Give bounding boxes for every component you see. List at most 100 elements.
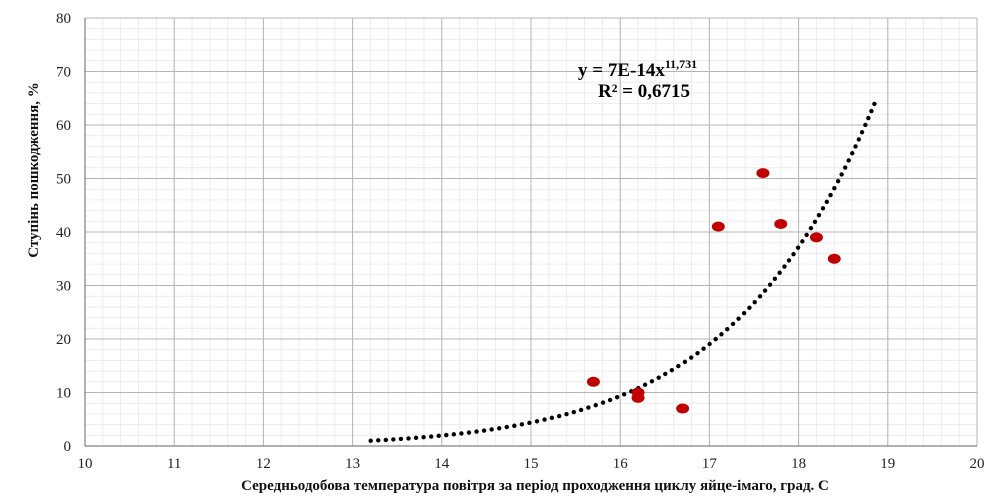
data-point <box>809 232 823 243</box>
trendline-dot <box>542 417 547 422</box>
y-tick-label: 50 <box>56 172 71 188</box>
x-tick-label: 13 <box>345 456 360 472</box>
trendline-dot <box>791 251 796 257</box>
trendline-dot <box>824 199 829 204</box>
trendline-dot <box>398 436 404 442</box>
trendline-dot <box>614 395 620 400</box>
trendline-dot <box>368 438 373 443</box>
trendline-dot <box>556 413 562 419</box>
trendline-dot <box>669 367 675 373</box>
trendline-dot <box>607 397 613 403</box>
x-tick-label: 15 <box>524 456 539 472</box>
trendline-dot <box>391 437 396 442</box>
trendline-dot <box>549 415 555 421</box>
trendline-dot <box>863 122 868 128</box>
trendline-dot <box>741 310 747 316</box>
trendline-dot <box>466 430 472 435</box>
trendline-dot <box>795 245 801 250</box>
trendline-dot <box>421 435 426 440</box>
trendline-dot <box>856 137 861 142</box>
y-tick-label: 30 <box>56 279 71 295</box>
trendline-dot <box>474 429 479 434</box>
data-point <box>586 376 600 387</box>
trendline-dot <box>497 426 502 431</box>
x-tick-labels: 10 11 12 13 14 15 16 17 18 19 20 <box>78 456 985 472</box>
trendline-dot <box>459 431 464 436</box>
data-point <box>756 168 770 179</box>
trendline-dot <box>786 258 792 263</box>
trendline-dot <box>642 382 648 387</box>
trendline-dot <box>578 407 584 413</box>
y-tick-label: 60 <box>56 118 71 134</box>
x-axis-title: Середньодобова температура повітря за пе… <box>241 478 829 494</box>
trendline-dot <box>707 341 712 347</box>
trendline-dot <box>846 158 851 163</box>
trendline-dot <box>428 434 434 439</box>
y-tick-label: 40 <box>56 225 71 241</box>
trendline-dot <box>777 270 782 275</box>
trendline-dot <box>816 212 822 218</box>
trendline-dot <box>413 435 419 441</box>
data-point <box>676 403 690 414</box>
x-tick-label: 14 <box>434 456 450 472</box>
trendline-dot <box>701 346 706 351</box>
data-point <box>631 387 645 398</box>
trendline <box>368 101 877 443</box>
trendline-dot <box>859 130 865 135</box>
trendline-dot <box>504 424 509 430</box>
trendline-dot <box>649 379 655 384</box>
trendline-equation: y = 7E-14x11,731 <box>578 57 697 81</box>
trendline-dot <box>800 239 805 244</box>
trendline-dot <box>406 436 411 441</box>
trendline-dot <box>663 371 668 377</box>
trendline-dot <box>444 432 449 438</box>
trendline-dot <box>519 422 525 427</box>
trendline-dot <box>832 186 837 191</box>
x-tick-label: 11 <box>167 456 181 472</box>
y-tick-label: 10 <box>56 386 71 402</box>
trendline-dot <box>713 336 718 342</box>
trendline-dot <box>383 437 389 443</box>
trendline-dot <box>725 326 730 332</box>
trendline-dot <box>682 359 688 365</box>
trendline-dot <box>782 264 787 269</box>
trendline-dot <box>762 288 768 293</box>
x-tick-label: 17 <box>702 456 718 472</box>
trendline-dot <box>812 219 818 224</box>
trendline-dot <box>767 282 773 287</box>
trendline-dot <box>527 420 532 426</box>
trendline-dot <box>512 423 517 428</box>
trendline-dot <box>730 321 736 327</box>
y-tick-label: 80 <box>56 11 71 27</box>
trendline-dot <box>481 428 487 433</box>
r-squared-label: R² = 0,6715 <box>598 81 690 102</box>
y-axis-title: Ступінь пошкодження, % <box>26 82 42 258</box>
data-points <box>586 168 841 414</box>
trendline-dot <box>772 276 778 281</box>
y-tick-label: 70 <box>56 65 71 81</box>
trendline-dot <box>842 165 848 170</box>
trendline-dot <box>676 363 681 369</box>
trendline-dot <box>621 392 627 397</box>
trendline-dot <box>853 144 858 149</box>
x-tick-label: 12 <box>256 456 271 472</box>
x-tick-label: 10 <box>78 456 93 472</box>
axes <box>84 18 977 447</box>
trendline-dot <box>564 411 569 417</box>
data-point <box>774 218 788 229</box>
trendline-dot <box>828 192 833 198</box>
x-tick-label: 20 <box>970 456 985 472</box>
trendline-dot <box>719 332 724 337</box>
data-point <box>711 221 725 232</box>
trendline-dot <box>600 400 606 405</box>
y-tick-labels: 0 10 20 30 40 50 60 70 80 <box>56 11 71 455</box>
trendline-dot <box>835 178 841 184</box>
trendline-dot <box>804 232 809 238</box>
trendline-dot <box>689 355 694 360</box>
trendline-dot <box>869 108 874 114</box>
trendline-dot <box>586 405 591 410</box>
trendline-dot <box>839 172 844 177</box>
trendline-dot <box>534 419 540 424</box>
